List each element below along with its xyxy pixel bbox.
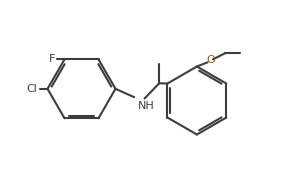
Text: O: O xyxy=(206,54,215,65)
Text: NH: NH xyxy=(138,101,155,111)
Text: Cl: Cl xyxy=(27,84,38,94)
Text: F: F xyxy=(49,54,55,64)
